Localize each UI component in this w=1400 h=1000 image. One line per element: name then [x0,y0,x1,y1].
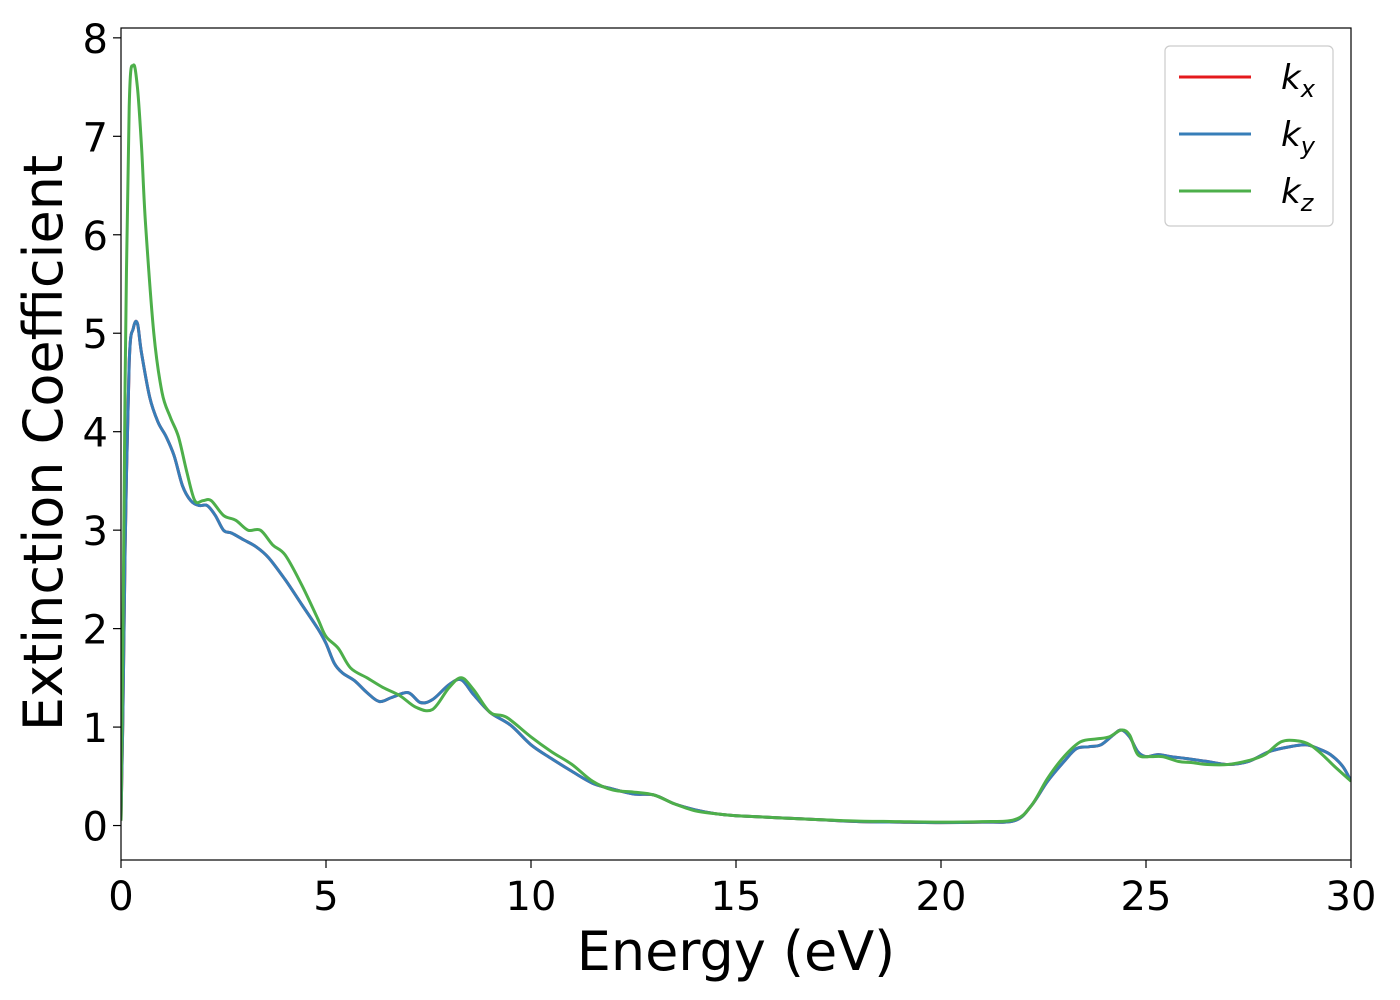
y-tick-label: 1 [83,706,108,752]
x-tick-label: 10 [506,874,557,920]
y-tick-label: 5 [83,312,108,358]
series-line-z [121,63,1351,824]
legend-label-y: ky [1281,115,1316,160]
y-tick-label: 3 [83,509,108,555]
series-layer [121,63,1351,825]
x-tick-label: 0 [108,874,133,920]
y-tick-label: 6 [83,214,108,260]
y-tick-label: 7 [83,115,108,161]
x-tick-label: 30 [1326,874,1377,920]
y-tick-label: 2 [83,608,108,654]
legend-label-x: kx [1281,58,1316,103]
legend: kx ky kz [1164,45,1334,227]
x-axis-title: Energy (eV) [577,920,896,983]
y-axis-title: Extinction Coefficient [12,155,75,731]
legend-label-z: kz [1281,172,1315,217]
x-tick-label: 15 [711,874,762,920]
y-tick-label: 8 [83,17,108,63]
series-line-x [121,319,1351,825]
x-tick-label: 20 [916,874,967,920]
series-line-y [121,319,1351,825]
axes-layer: 0 5 10 15 20 25 30 0 1 2 3 4 5 6 7 8 [83,17,1377,920]
legend-box [1164,45,1334,227]
x-tick-label: 5 [313,874,338,920]
x-tick-label: 25 [1121,874,1172,920]
y-tick-label: 4 [83,411,108,457]
y-tick-label: 0 [83,805,108,851]
